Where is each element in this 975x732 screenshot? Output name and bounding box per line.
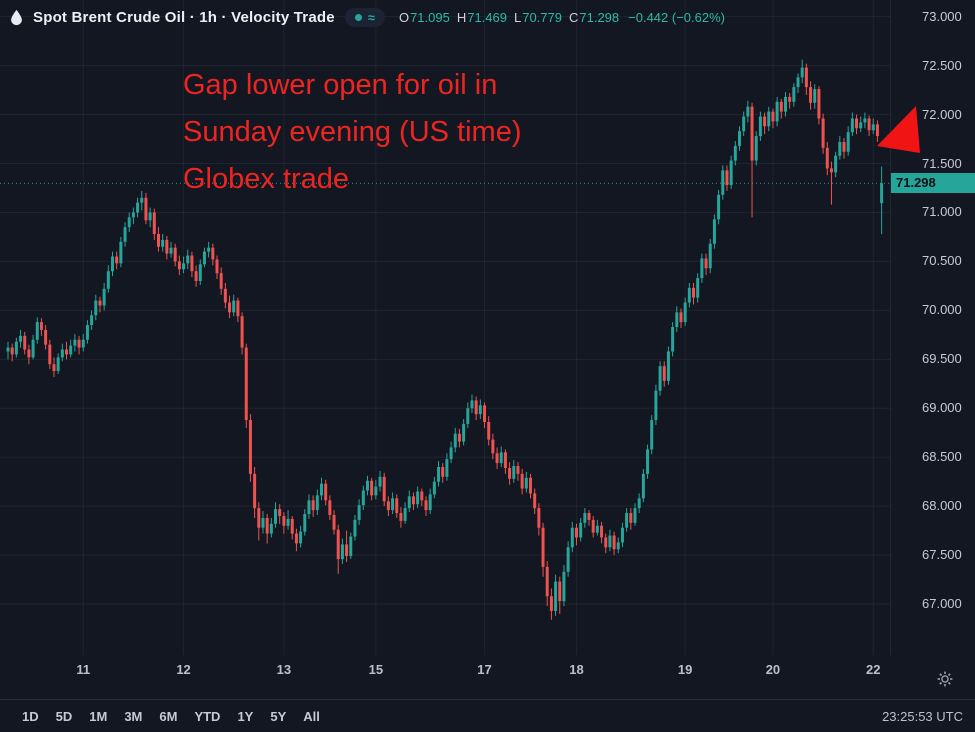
open-label: O [398,9,410,25]
range-1y[interactable]: 1Y [237,708,254,724]
price-axis-label: 72.000 [922,106,962,122]
price-axis-label: 71.000 [922,204,962,220]
current-price-tag: 71.298 [891,173,975,194]
market-status-pill[interactable]: ≈ [344,7,385,27]
clock-utc[interactable]: 23:25:53 UTC [882,708,963,724]
current-price-value: 71.298 [896,175,936,191]
close-label: C [568,9,579,25]
time-axis-label: 20 [765,662,781,677]
price-axis-label: 73.000 [922,8,962,24]
high-value: 71.469 [467,9,507,25]
candlestick-canvas [0,0,890,655]
price-axis-label: 67.500 [922,547,962,563]
price-axis-label: 67.000 [922,596,962,612]
range-selector: 1D 5D 1M 3M 6M YTD 1Y 5Y All [22,709,320,724]
time-axis-label: 18 [569,662,584,677]
low-value: 70.779 [522,9,562,25]
price-axis-label: 71.500 [922,155,962,171]
price-axis[interactable]: 71.298 73.000 72.500 72.000 71.500 71.000 70.… [890,0,975,655]
open-value: 71.095 [410,9,450,25]
annotation-line: Sunday evening (US time) [183,116,522,148]
time-axis-label: 17 [477,662,492,677]
time-axis-label: 12 [176,662,191,677]
chart-annotation-text[interactable]: Gap lower open for oil in Sunday evening… [183,62,522,203]
high-label: H [456,9,467,25]
price-axis-label: 70.500 [922,253,962,269]
close-value: 71.298 [579,9,620,25]
status-dot-icon [354,13,362,21]
time-axis-label: 19 [677,662,693,677]
range-all[interactable]: All [303,708,320,724]
annotation-line: Globex trade [183,163,350,195]
bottom-toolbar: 1D 5D 1M 3M 6M YTD 1Y 5Y All 23:25:53 UT… [0,699,975,732]
price-axis-label: 70.000 [922,302,962,318]
price-axis-label: 68.500 [922,449,962,465]
time-axis[interactable]: 11 12 13 15 17 18 19 20 22 [0,655,975,699]
chart-header: Spot Brent Crude Oil · 1h · Velocity Tra… [0,0,725,34]
price-axis-label: 69.000 [922,400,962,416]
candles-layer [6,59,884,620]
change-value: −0.442 (−0.62%) [628,9,725,25]
price-axis-label: 69.500 [922,351,962,367]
range-6m[interactable]: 6M [159,708,178,724]
range-1d[interactable]: 1D [22,708,39,724]
low-label: L [513,9,522,25]
brent-oil-drop-icon [10,9,23,26]
annotation-line: Gap lower open for oil in [183,69,498,101]
gear-icon[interactable] [937,671,953,687]
chart-plot-area[interactable] [0,0,890,655]
range-5y[interactable]: 5Y [270,708,287,724]
time-axis-label: 22 [866,662,881,677]
range-5d[interactable]: 5D [55,708,73,724]
ohlc-readout: O 71.095 H 71.469 L 70.779 C 71.298 −0.442 (… [399,10,725,25]
price-axis-label: 72.500 [922,57,962,73]
time-axis-label: 13 [276,662,292,677]
time-axis-label: 11 [76,662,91,677]
approx-icon: ≈ [367,9,375,25]
price-axis-label: 68.000 [922,498,962,514]
gridlines [0,0,890,655]
range-1m[interactable]: 1M [89,708,108,724]
range-3m[interactable]: 3M [124,708,143,724]
range-ytd[interactable]: YTD [194,708,221,724]
symbol-title[interactable]: Spot Brent Crude Oil · 1h · Velocity Tra… [33,8,335,26]
time-axis-label: 15 [368,662,384,677]
